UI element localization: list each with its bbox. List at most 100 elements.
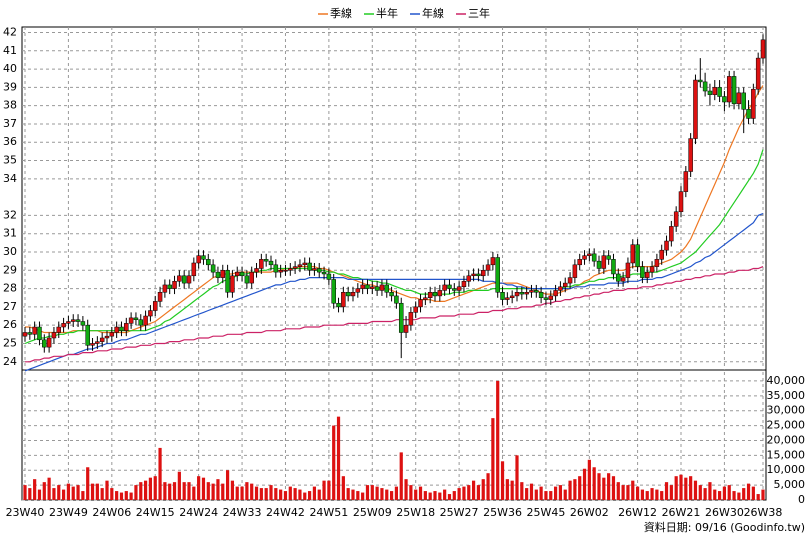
candle-body	[562, 282, 568, 288]
candle-body	[61, 323, 66, 328]
candle-body	[620, 277, 626, 282]
grid	[22, 27, 766, 501]
y-tick-label: 28	[3, 282, 17, 295]
volume-bar	[298, 489, 302, 500]
candle-body	[355, 288, 361, 293]
candle-body	[673, 211, 679, 227]
volume-bar	[549, 491, 553, 500]
candle-body	[495, 257, 500, 293]
candle-body	[302, 262, 308, 266]
candle-body	[707, 90, 713, 95]
candle-body	[755, 57, 761, 90]
volume-bar	[553, 486, 558, 500]
y-tick-label: 27	[3, 300, 17, 313]
candle-body	[418, 299, 423, 308]
candle-body	[85, 324, 90, 346]
candle-body	[456, 286, 462, 291]
volume-bar	[447, 494, 452, 500]
candle-body	[596, 260, 602, 269]
volume-bar	[616, 482, 620, 500]
volume-bar	[177, 471, 181, 500]
y-tick-label: 32	[3, 208, 17, 221]
y-tick-label: 39	[3, 80, 17, 93]
candle-body	[254, 268, 259, 273]
candle-body	[206, 259, 211, 266]
volume-bar	[414, 489, 418, 500]
volume-bar	[211, 483, 215, 500]
candle-body	[239, 271, 245, 277]
volume-bar	[274, 488, 278, 500]
volume-bar	[597, 473, 601, 500]
volume-bar	[76, 485, 80, 500]
ma-line	[25, 266, 764, 363]
x-tick-label: 24W15	[136, 506, 175, 519]
candle-body	[360, 284, 365, 289]
y2-tick-label: 0	[798, 493, 805, 506]
volume-bar	[423, 491, 427, 500]
volume-bar	[269, 485, 273, 500]
candle-body	[751, 88, 756, 119]
candle-body	[268, 260, 274, 266]
candle-body	[104, 335, 110, 339]
volume-bar	[336, 416, 341, 500]
volume-bar	[452, 491, 456, 500]
candle-body	[529, 290, 534, 293]
volume-bar	[457, 488, 461, 500]
candle-body	[480, 270, 486, 277]
candle-body	[201, 255, 206, 260]
x-tick-label: 25W09	[353, 506, 392, 519]
candle-body	[312, 268, 317, 271]
volume-bar	[192, 486, 196, 500]
ma-line	[25, 85, 764, 334]
candle-body	[760, 39, 766, 59]
candle-body	[341, 292, 346, 308]
candle-body	[553, 290, 558, 297]
candle-body	[394, 295, 399, 304]
candle-body	[731, 76, 737, 105]
volume-bar	[389, 491, 394, 500]
candle-body	[736, 92, 742, 105]
candle-body	[95, 341, 100, 344]
volume-bar	[722, 486, 727, 500]
volume-bar	[356, 491, 360, 500]
candle-body	[534, 290, 539, 293]
y-tick-label: 41	[3, 44, 17, 57]
candle-body	[191, 262, 197, 277]
volume-bar	[592, 467, 596, 500]
candle-body	[162, 284, 168, 293]
y2-tick-label: 35,000	[767, 389, 806, 402]
volume-bar	[322, 480, 326, 500]
volume-bar	[443, 489, 447, 500]
volume-bar	[539, 486, 543, 500]
candle-body	[616, 273, 621, 282]
candle-body	[741, 92, 746, 110]
candle-body	[471, 273, 476, 277]
volume-bar	[520, 482, 524, 500]
candle-body	[365, 284, 370, 289]
candle-body	[654, 259, 660, 267]
volume-bar	[206, 482, 210, 500]
x-tick-label: 26W38	[744, 506, 783, 519]
candle-body	[215, 271, 221, 278]
volume-bar	[650, 488, 654, 500]
candle-body	[66, 321, 71, 324]
legend: 季線 半年 年線 三年	[318, 6, 490, 20]
volume-bar	[100, 488, 104, 500]
volume-bar	[163, 482, 167, 500]
volume-bar	[28, 488, 32, 500]
candle-body	[292, 266, 298, 269]
legend-label: 季線	[330, 6, 352, 20]
candle-body	[427, 292, 433, 298]
volume-bar	[467, 485, 471, 500]
volume-bar	[756, 494, 760, 500]
candle-body	[27, 332, 33, 335]
candle-body	[70, 319, 76, 322]
volume-bar	[375, 486, 379, 500]
candle-body	[514, 292, 520, 297]
volume-bar	[500, 461, 505, 500]
y-tick-label: 31	[3, 227, 17, 240]
volume-bar	[303, 492, 307, 500]
candle-body	[273, 264, 279, 273]
y-tick-label: 34	[3, 172, 17, 185]
volume-bar	[732, 491, 736, 500]
